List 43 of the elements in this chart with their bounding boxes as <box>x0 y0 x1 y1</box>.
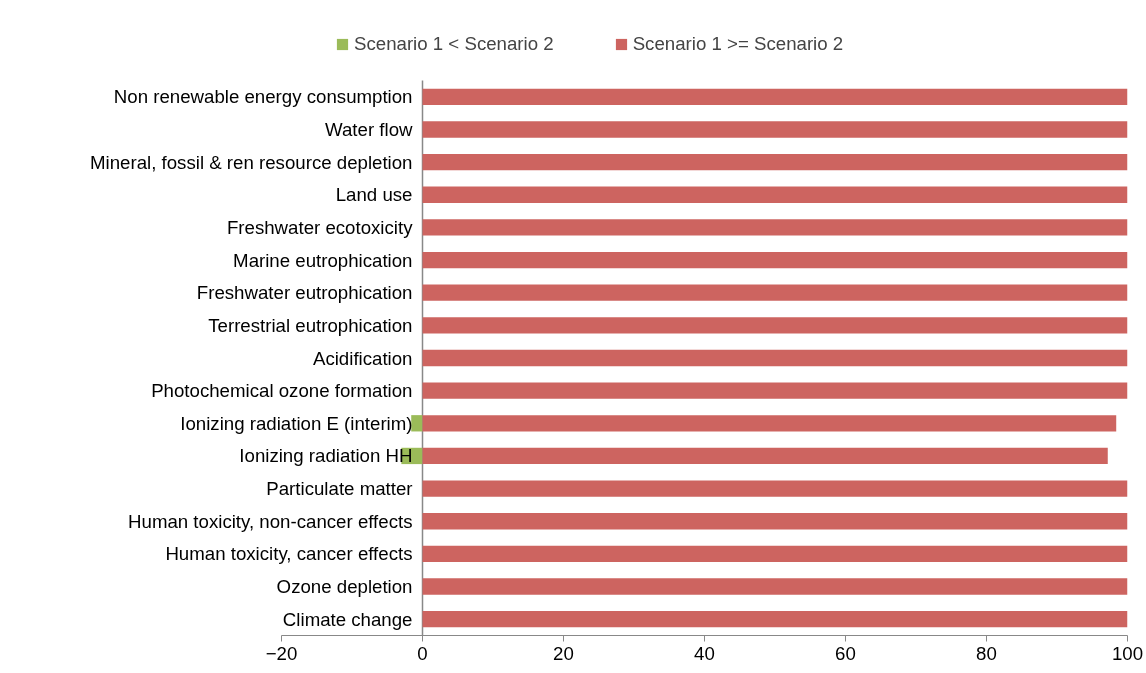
bar <box>422 513 1128 530</box>
y-tick-label: Ionizing radiation E (interim) <box>180 412 413 434</box>
x-tick-label: 0 <box>417 642 428 664</box>
bar <box>422 121 1128 138</box>
y-tick-label: Land use <box>335 184 413 206</box>
bar <box>422 578 1128 595</box>
bar <box>422 480 1128 497</box>
x-tick-label: −20 <box>265 642 298 664</box>
bar <box>422 186 1128 203</box>
y-tick-label: Photochemical ozone formation <box>151 380 413 402</box>
y-tick-label: Water flow <box>325 118 414 140</box>
y-tick-label: Marine eutrophication <box>233 249 413 271</box>
bar <box>422 447 1108 465</box>
y-tick-label: Freshwater ecotoxicity <box>226 216 414 238</box>
y-tick-label: Human toxicity, non-cancer effects <box>128 510 413 532</box>
y-tick-label: Non renewable energy consumption <box>113 86 413 108</box>
bar <box>422 284 1128 301</box>
bar <box>422 349 1128 367</box>
bar <box>422 545 1128 563</box>
bar <box>422 88 1128 105</box>
x-tick-label: 20 <box>553 642 574 664</box>
x-tick-label: 40 <box>694 642 715 664</box>
legend-label: Scenario 1 >= Scenario 2 <box>632 33 844 55</box>
y-tick-label: Terrestrial eutrophication <box>208 314 413 336</box>
x-tick-label: 60 <box>835 642 856 664</box>
bar <box>422 251 1128 269</box>
x-tick-label: 80 <box>976 642 997 664</box>
bar <box>422 317 1128 334</box>
bar <box>422 382 1128 399</box>
y-tick-label: Acidification <box>312 347 413 369</box>
y-tick-label: Ozone depletion <box>276 576 413 598</box>
bar <box>411 415 423 432</box>
y-tick-label: Human toxicity, cancer effects <box>165 543 413 565</box>
bar <box>422 611 1128 628</box>
y-tick-label: Freshwater eutrophication <box>196 282 413 304</box>
x-tick-label: 100 <box>1111 642 1144 664</box>
y-tick-label: Climate change <box>282 608 413 630</box>
y-tick-label: Particulate matter <box>266 478 413 500</box>
bar <box>422 219 1128 236</box>
bar <box>422 415 1117 432</box>
bar <box>422 153 1128 171</box>
y-tick-label: Mineral, fossil & ren resource depletion <box>90 151 413 173</box>
legend-label: Scenario 1 < Scenario 2 <box>354 33 554 55</box>
